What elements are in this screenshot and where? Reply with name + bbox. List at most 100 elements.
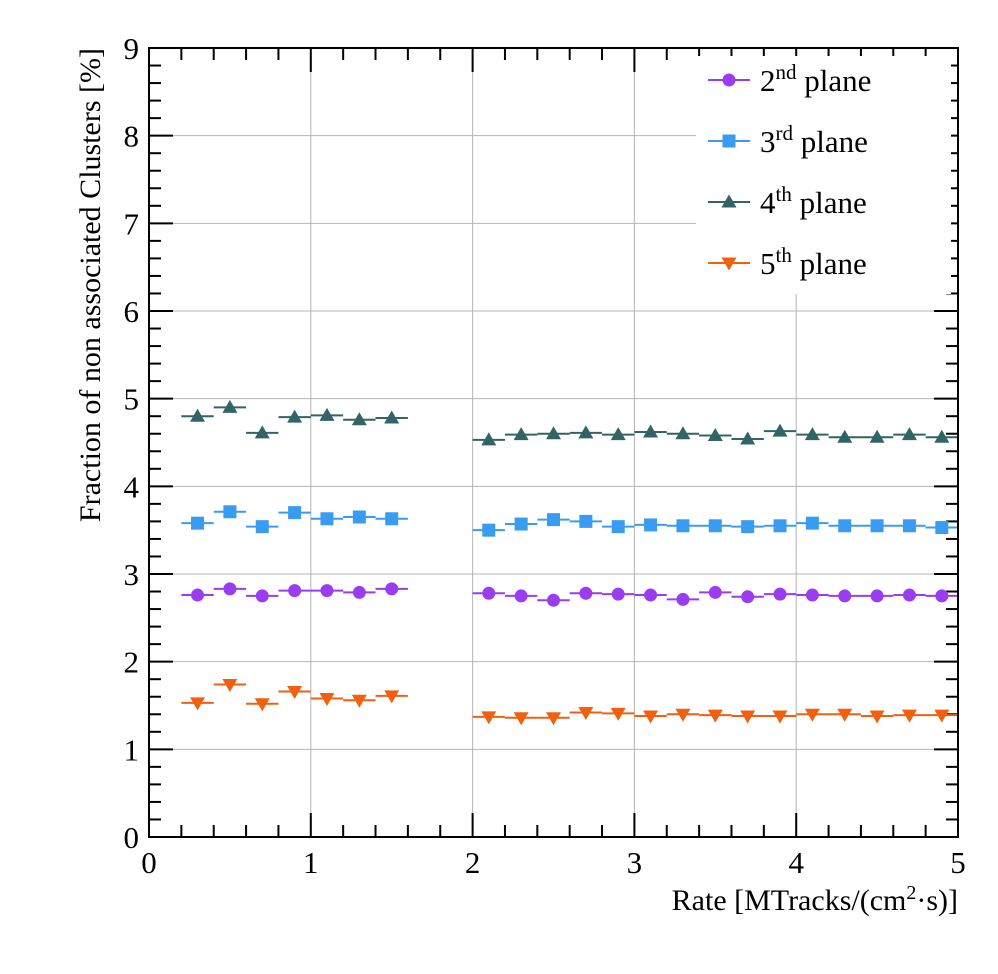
data-point [351,412,367,426]
data-point [481,711,497,725]
data-point [320,512,334,526]
tick-labels: 0 1 2 3 4 5 0 1 2 3 4 5 6 7 8 9 [124,31,966,880]
data-point [773,519,787,533]
data-point [643,710,659,724]
legend-marker [721,257,737,271]
data-point [935,521,949,535]
data-point [547,513,560,527]
data-point [804,427,820,441]
y-axis-title: Fraction of non associated Clusters [%] [74,48,107,522]
y-tick-label: 5 [124,382,140,417]
y-tick-label: 1 [124,732,140,767]
data-point [934,429,950,443]
y-tick-label: 4 [124,469,140,504]
data-point [772,423,788,437]
data-point [287,409,303,423]
data-point [708,585,722,599]
legend-label: 5th plane [760,243,867,281]
y-tick-label: 9 [124,31,140,66]
data-point [223,505,237,519]
data-point [385,582,399,596]
data-point [319,692,335,706]
data-point [837,429,853,443]
legend-label-text: plane [793,124,868,159]
data-point [643,424,659,438]
legend-marker [722,73,736,87]
legend-label-superscript: th [776,243,793,267]
x-axis-title: Rate [MTracks/(cm2·s)] [672,882,958,917]
x-tick-label: 0 [141,845,157,880]
data-point [191,516,205,530]
data-point [579,514,593,528]
data-point [740,710,756,724]
y-tick-label: 6 [124,294,140,329]
data-point [190,408,206,422]
legend-label-text: plane [797,63,872,98]
data-point [708,519,722,533]
data-point [838,589,852,603]
legend-label-superscript: rd [776,121,794,145]
data-point [319,407,335,421]
legend-label-number: 5 [760,246,776,281]
grid-layer [149,48,958,837]
data-point [837,708,853,722]
data-point [935,589,949,603]
series-5-plane [181,678,958,726]
data-point [385,512,399,526]
data-point [547,593,560,607]
data-point [707,427,723,441]
legend-label-text: plane [792,246,867,281]
data-point [902,588,916,602]
data-point [255,520,269,534]
legend-label-superscript: th [776,182,793,206]
data-point [870,519,884,533]
data-point [288,506,302,520]
y-tick-label: 2 [124,645,140,680]
series-2-plane [181,582,958,607]
plot-frame [148,47,959,838]
y-tick-label: 7 [124,206,140,241]
data-point [287,685,303,699]
data-point [352,510,366,524]
data-point [675,426,691,440]
data-point [482,523,496,537]
legend-marker [721,194,737,208]
x-tick-label: 1 [303,845,319,880]
data-point [934,709,950,723]
data-point [869,710,885,724]
data-layer [181,399,958,726]
data-point [546,426,561,440]
data-point [288,584,302,598]
data-point [191,588,205,602]
data-point [805,516,819,530]
legend-background [696,56,951,294]
x-axis-title-main: Rate [MTracks/(cm [672,884,907,917]
y-tick-label: 8 [124,119,140,154]
data-point [772,710,788,724]
legend-label-superscript: nd [776,60,798,84]
data-point [513,712,529,726]
data-point [255,589,269,603]
x-tick-label: 2 [465,845,481,880]
legend-label: 3rd plane [760,121,868,159]
data-point [707,709,723,723]
data-point [482,586,496,600]
legend-label-number: 3 [760,124,776,159]
legend-label-number: 4 [760,185,776,220]
legend-label: 2nd plane [760,60,871,98]
data-point [644,588,658,602]
data-point [352,585,366,599]
data-point [320,584,334,598]
data-point [901,427,917,441]
data-point [676,592,690,606]
data-point [610,707,626,721]
data-point [870,589,884,603]
data-point [514,517,528,531]
data-point [901,709,917,723]
data-point [578,425,594,439]
x-axis-title-tail: ·s)] [916,884,958,917]
data-point [351,694,367,708]
x-tick-label: 5 [950,845,966,880]
